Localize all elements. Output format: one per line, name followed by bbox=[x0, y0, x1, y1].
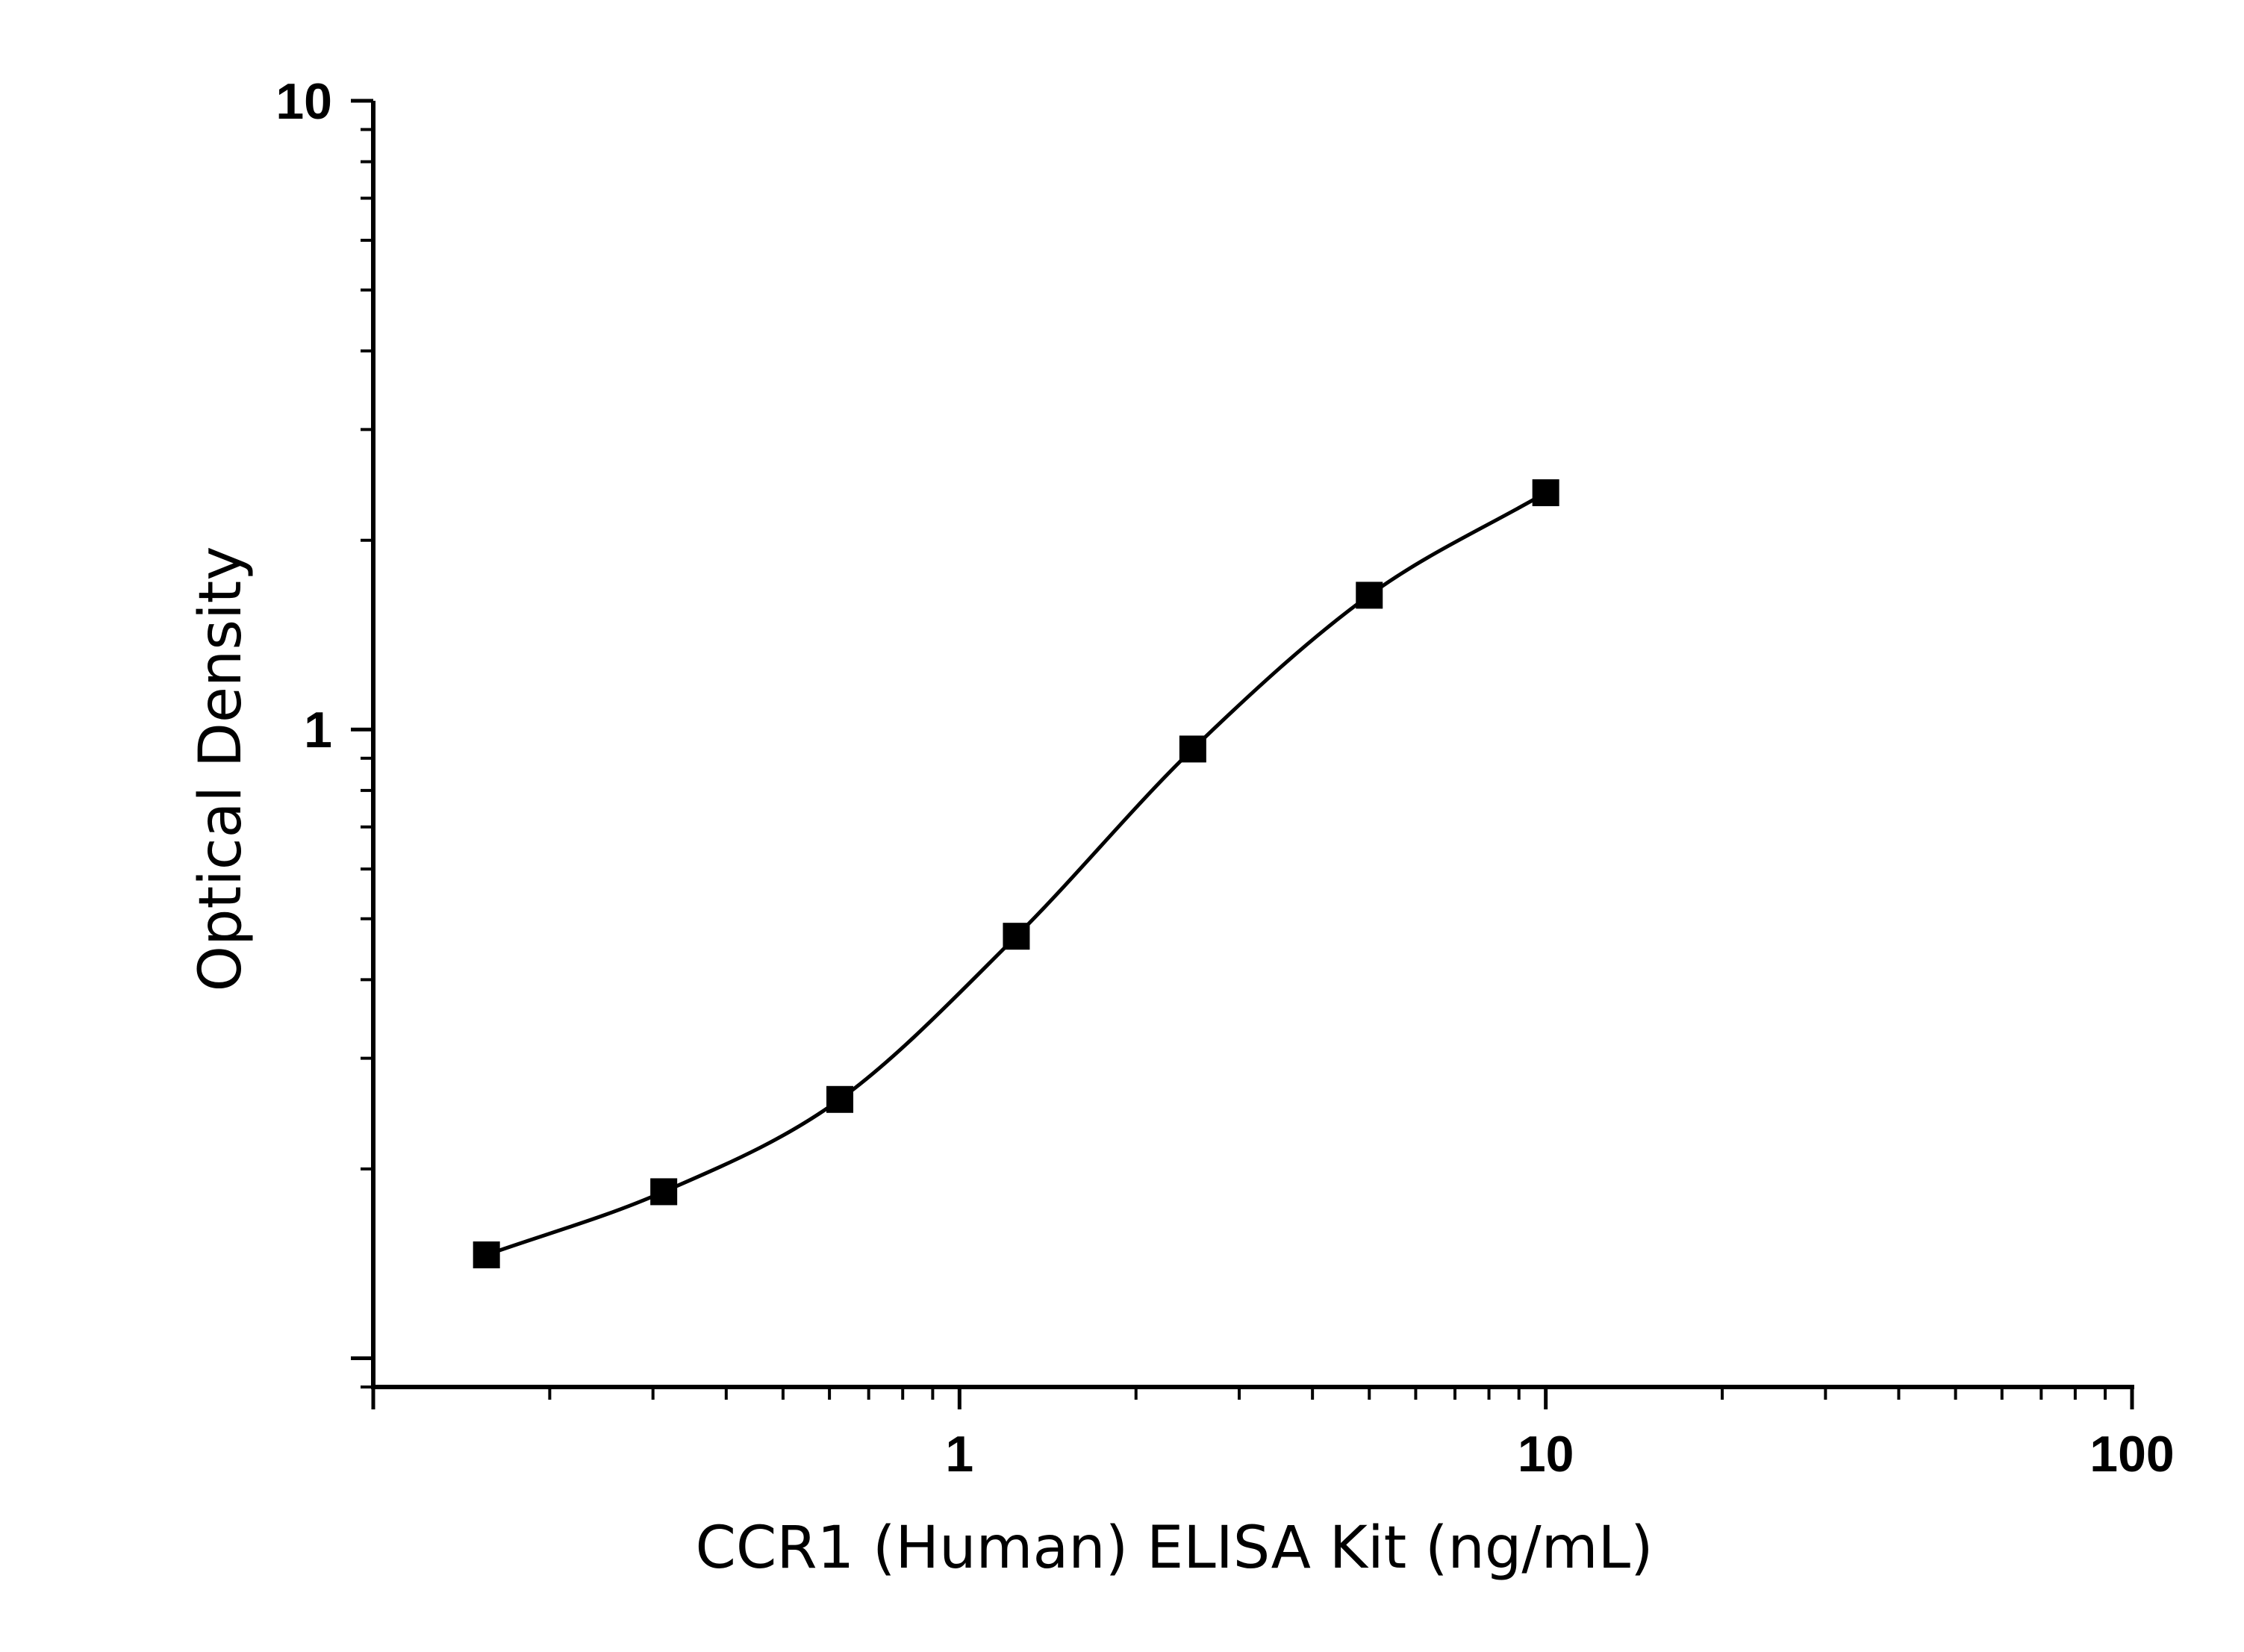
data-point bbox=[1003, 923, 1030, 950]
y-axis-title: Optical Density bbox=[187, 546, 255, 992]
x-tick-label: 1 bbox=[945, 1426, 973, 1483]
x-axis-title: CCR1 (Human) ELISA Kit (ng/mL) bbox=[695, 1515, 1653, 1582]
y-tick-label: 10 bbox=[275, 73, 332, 130]
data-markers bbox=[473, 479, 1559, 1269]
data-point bbox=[473, 1241, 500, 1269]
data-point bbox=[1179, 735, 1206, 763]
tick-labels: 1 10 100 1 10 bbox=[275, 73, 2174, 1483]
major-ticks bbox=[351, 99, 2134, 1409]
data-point bbox=[1532, 479, 1559, 507]
y-tick-label: 1 bbox=[304, 702, 332, 758]
x-tick-label: 10 bbox=[1518, 1426, 1574, 1483]
x-tick-label: 100 bbox=[2089, 1426, 2174, 1483]
data-point bbox=[826, 1085, 854, 1113]
data-point bbox=[650, 1178, 678, 1206]
fit-curve bbox=[485, 490, 1547, 1257]
data-point bbox=[1356, 582, 1383, 609]
